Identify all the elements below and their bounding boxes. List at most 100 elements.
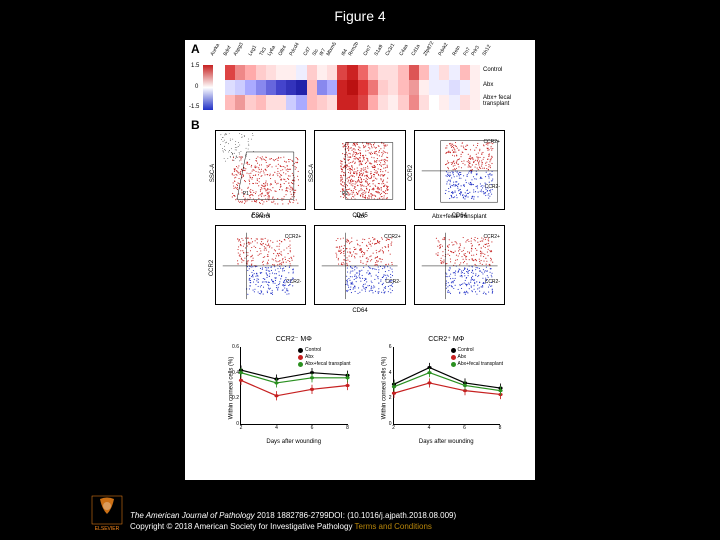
heatmap-cell (347, 65, 357, 80)
heatmap-cell (449, 95, 459, 110)
ytick: 0.6 (232, 344, 241, 350)
facs-plot: CCR2 CD64 CCR2+CCR2- (414, 130, 505, 210)
facs-plot: SSC-A CD45 P2 (314, 130, 405, 210)
copyright-text: Copyright © 2018 American Society for In… (130, 522, 355, 531)
footer: The American Journal of Pathology 2018 1… (130, 511, 456, 532)
facs-ylabel: CCR2 (408, 165, 414, 181)
heatmap-cell (460, 65, 470, 80)
citation-text: 2018 1882786-2799DOI: (10.1016/j.ajpath.… (255, 511, 457, 520)
legend-item: Abx+fecal transplant (451, 361, 503, 367)
heatmap-cell (235, 65, 245, 80)
heatmap-cell (439, 65, 449, 80)
heatmap-cell (460, 80, 470, 95)
heatmap-cell (409, 65, 419, 80)
x-axis-title: Days after wounding (393, 439, 501, 445)
heatmap-cell (296, 65, 306, 80)
heatmap-cell (286, 95, 296, 110)
facs-plot: Abx CD64 CCR2+ CCR2- (314, 225, 405, 305)
heatmap-cell (256, 95, 266, 110)
heatmap-cell (419, 80, 429, 95)
svg-text:ELSEVIER: ELSEVIER (95, 526, 120, 532)
heatmap-cell (378, 95, 388, 110)
heatmap-cell (398, 80, 408, 95)
legend-item: Abx (451, 354, 503, 360)
heatmap-cell (337, 65, 347, 80)
legend-item: Control (298, 347, 350, 353)
heatmap-cell (470, 65, 480, 80)
heatmap-cell (256, 65, 266, 80)
heatmap-cell (307, 80, 317, 95)
heatmap-cell (429, 65, 439, 80)
xtick: 8 (499, 424, 502, 431)
heatmap-cell (286, 65, 296, 80)
heatmap-cell (235, 80, 245, 95)
line-charts: CCR2⁻ MΦ Within corneal cells (%) Days a… (215, 335, 505, 445)
xtick: 6 (463, 424, 466, 431)
heatmap-cell (368, 65, 378, 80)
heatmap-cell (256, 80, 266, 95)
chart-legend: ControlAbxAbx+fecal transplant (451, 347, 503, 368)
heatmap-cell (327, 95, 337, 110)
heatmap-cell (470, 95, 480, 110)
ytick: 4 (389, 370, 394, 376)
heatmap-cell (245, 65, 255, 80)
xtick: 2 (392, 424, 395, 431)
facs-plot: SSC-A FSC-A P1 (215, 130, 306, 210)
heatmap-cell (327, 80, 337, 95)
xtick: 4 (428, 424, 431, 431)
heatmap-cell (296, 95, 306, 110)
ytick: 2 (389, 395, 394, 401)
heatmap-cell (378, 65, 388, 80)
heatmap-cell (317, 80, 327, 95)
heatmap-colorbar (203, 65, 213, 110)
line-chart: CCR2⁺ MΦ Within corneal cells (%) Days a… (368, 335, 506, 445)
legend-item: Abx+fecal transplant (298, 361, 350, 367)
heatmap-cell (398, 65, 408, 80)
heatmap-cell (276, 80, 286, 95)
figure-panel: A B 1.5 0 -1.5 AurkaBdnfAspg3Leg1Tlr3Ly6… (185, 40, 535, 480)
chart-legend: ControlAbxAbx+fecal transplant (298, 347, 350, 368)
heatmap-cell (449, 80, 459, 95)
chart-title: CCR2⁺ MΦ (393, 335, 501, 343)
facs-plot: Abx+fecal transplant CCR2+ CCR2- (414, 225, 505, 305)
legend-item: Abx (298, 354, 350, 360)
elsevier-logo: ELSEVIER (90, 494, 124, 532)
heatmap-cell (388, 95, 398, 110)
heatmap-cell (225, 95, 235, 110)
chart-title: CCR2⁻ MΦ (240, 335, 348, 343)
panel-label-a: A (191, 42, 200, 56)
ytick: 0.4 (232, 370, 241, 376)
heatmap-cell (378, 80, 388, 95)
xtick: 6 (311, 424, 314, 431)
ytick: 0.2 (232, 395, 241, 401)
heatmap-cell (245, 95, 255, 110)
journal-name: The American Journal of Pathology (130, 511, 255, 520)
heatmap-cell (307, 65, 317, 80)
ytick: 6 (389, 344, 394, 350)
heatmap-row-transplant: Abx+ fecal transplant (483, 95, 535, 107)
heatmap-cell (439, 80, 449, 95)
heatmap-cell (439, 95, 449, 110)
heatmap-cell (296, 80, 306, 95)
heatmap-cell (449, 65, 459, 80)
facs-xlabel: CD64 (315, 308, 404, 314)
heatmap-cell (317, 95, 327, 110)
heatmap-cell (337, 95, 347, 110)
facs-ylabel: SSC-A (310, 164, 316, 182)
heatmap-cell (276, 65, 286, 80)
heatmap-cell (225, 65, 235, 80)
heatmap-cell (276, 95, 286, 110)
heatmap-cell (235, 95, 245, 110)
heatmap-cell (388, 65, 398, 80)
heatmap-cell (368, 95, 378, 110)
heatmap-cell (327, 65, 337, 80)
facs-ylabel: CCR2 (209, 260, 215, 276)
copyright-line: Copyright © 2018 American Society for In… (130, 522, 456, 532)
facs-title: Control (216, 214, 305, 220)
y-axis-title: Within corneal cells (%) (228, 357, 234, 420)
panel-label-b: B (191, 118, 200, 132)
terms-link[interactable]: Terms and Conditions (355, 522, 432, 531)
y-axis-title: Within corneal cells (%) (381, 357, 387, 420)
heatmap-cell (317, 65, 327, 80)
xtick: 4 (275, 424, 278, 431)
